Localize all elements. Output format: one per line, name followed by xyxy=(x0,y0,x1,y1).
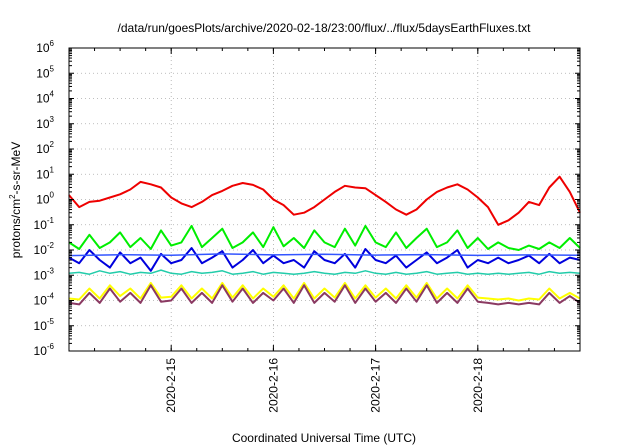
y-axis-label: protons/cm2-s-sr-MeV xyxy=(8,142,23,258)
y-tick-exponent: 5 xyxy=(50,64,55,73)
y-tick-base: 10 xyxy=(34,268,48,282)
y-tick-base: 10 xyxy=(36,142,50,156)
y-tick-exponent: -4 xyxy=(47,292,55,301)
y-tick-exponent: 0 xyxy=(50,191,55,200)
y-tick-exponent: -5 xyxy=(47,317,55,326)
y-tick-label: 102 xyxy=(36,140,54,156)
y-tick-label: 10-2 xyxy=(34,241,55,257)
y-tick-exponent: 1 xyxy=(50,165,55,174)
y-tick-base: 10 xyxy=(36,193,50,207)
series-line-6 xyxy=(68,281,581,302)
y-tick-base: 10 xyxy=(34,319,48,333)
chart-title: /data/run/goesPlots/archive/2020-02-18/2… xyxy=(118,21,532,35)
y-tick-exponent: 4 xyxy=(50,90,55,99)
y-tick-label: 10-4 xyxy=(34,292,55,308)
y-tick-exponent: -2 xyxy=(47,241,55,250)
y-tick-label: 106 xyxy=(36,39,54,55)
y-tick-base: 10 xyxy=(36,117,50,131)
y-tick-label: 100 xyxy=(36,191,54,207)
series-line-7 xyxy=(68,284,581,306)
y-tick-base: 10 xyxy=(36,41,50,55)
y-axis-label-rest: -s-sr-MeV xyxy=(9,142,23,195)
y-tick-label: 103 xyxy=(36,115,54,131)
y-tick-base: 10 xyxy=(36,92,50,106)
y-tick-base: 10 xyxy=(36,167,50,181)
x-tick-label: 2020-2-17 xyxy=(369,358,383,413)
y-tick-exponent: -1 xyxy=(47,216,55,225)
y-tick-base: 10 xyxy=(34,294,48,308)
y-axis-ticks: 10-610-510-410-310-210-11001011021031041… xyxy=(34,39,580,358)
y-tick-base: 10 xyxy=(34,218,48,232)
y-tick-exponent: 2 xyxy=(50,140,55,149)
y-axis-label-base: protons/cm xyxy=(9,199,23,258)
x-axis-label: Coordinated Universal Time (UTC) xyxy=(232,431,416,445)
y-tick-exponent: 6 xyxy=(50,39,55,48)
y-axis-label-sup: 2 xyxy=(8,194,17,199)
series-group xyxy=(68,175,581,306)
y-tick-label: 10-6 xyxy=(34,342,55,358)
y-tick-exponent: 3 xyxy=(50,115,55,124)
x-axis-ticks: 2020-2-15 2020-2-16 2020-2-17 2020-2-18 xyxy=(68,48,581,413)
y-tick-label: 101 xyxy=(36,165,54,181)
x-tick-label: 2020-2-15 xyxy=(164,358,178,413)
y-tick-base: 10 xyxy=(34,243,48,257)
series-line-3 xyxy=(68,247,581,272)
y-tick-exponent: -3 xyxy=(47,266,55,275)
y-tick-label: 10-5 xyxy=(34,317,55,333)
series-line-4 xyxy=(68,253,581,257)
y-tick-label: 10-1 xyxy=(34,216,55,232)
series-line-2 xyxy=(68,224,581,251)
y-tick-label: 104 xyxy=(36,90,54,106)
y-tick-base: 10 xyxy=(34,344,48,358)
x-tick-label: 2020-2-16 xyxy=(266,358,280,413)
y-tick-exponent: -6 xyxy=(47,342,55,351)
series-line-1 xyxy=(68,175,581,226)
y-tick-base: 10 xyxy=(36,66,50,80)
series-line-5 xyxy=(68,269,581,275)
y-tick-label: 10-3 xyxy=(34,266,55,282)
y-tick-label: 105 xyxy=(36,64,54,80)
x-tick-label: 2020-2-18 xyxy=(471,358,485,413)
